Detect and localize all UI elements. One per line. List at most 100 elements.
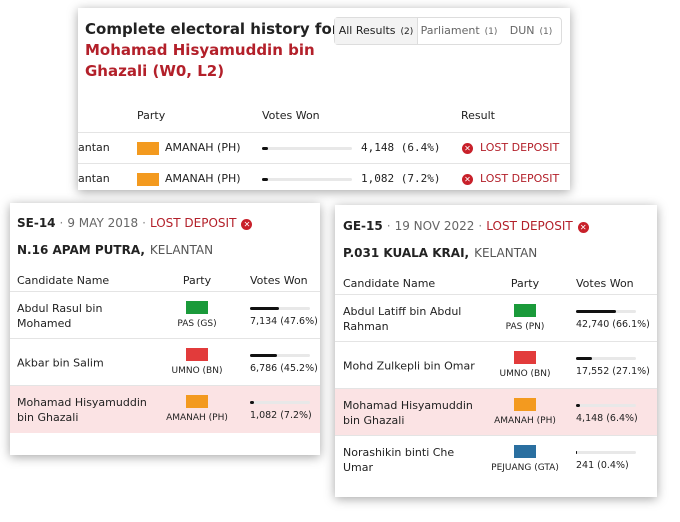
contest-card: SE-14 · 9 MAY 2018 · LOST DEPOSIT ✕ N.16 APAM … — [10, 203, 320, 455]
contest-header: SE-14 · 9 MAY 2018 · LOST DEPOSIT ✕ — [17, 216, 253, 230]
vote-bar — [250, 354, 278, 357]
candidate: Abdul Rasul bin Mohamed — [17, 301, 103, 330]
candidate: Norashikin binti Che Umar — [343, 445, 455, 474]
votes: 241 (0.4%) — [576, 460, 629, 471]
party: AMANAH (PH) — [165, 172, 241, 185]
column-header: Candidate Name — [343, 277, 436, 290]
candidate-row: Mohamad Hisyamuddin bin Ghazali AMANAH (P… — [335, 388, 657, 436]
election: GE-15 — [343, 219, 383, 233]
result: LOST DEPOSIT — [480, 172, 560, 185]
row-divider — [78, 163, 570, 164]
lost-icon: ✕ — [462, 174, 473, 185]
tab-label: Parliament — [420, 24, 480, 37]
seat: antan — [78, 172, 110, 185]
column-header: Party — [137, 109, 166, 122]
tab-label: All Results — [338, 24, 396, 37]
vote-bar-track — [576, 310, 636, 313]
party: UMNO (BN) — [171, 366, 223, 376]
separator: · — [59, 216, 64, 230]
contest-card: GE-15 · 19 NOV 2022 · LOST DEPOSIT ✕ P.031 KUA… — [335, 205, 657, 497]
candidate: Akbar bin Salim — [17, 356, 104, 369]
candidate-name: Mohamad Hisyamuddin bin Ghazali (W0, L2) — [85, 41, 315, 80]
votes: 1,082 (7.2%) — [361, 172, 441, 185]
column-header: Result — [461, 109, 495, 122]
party-flag — [186, 395, 208, 408]
votes: 4,148 (6.4%) — [576, 413, 638, 424]
candidate-row: Abdul Rasul bin Mohamed PAS (GS) 7,134 (47… — [10, 291, 320, 339]
separator: · — [142, 216, 146, 230]
vote-bar-track — [250, 307, 310, 310]
candidate-row: Akbar bin Salim UMNO (BN) 6,786 (45.2%) — [10, 338, 320, 386]
vote-bar-track — [576, 451, 636, 454]
votes: 7,134 (47.6%) — [250, 316, 318, 327]
tab-count: (2) — [400, 27, 414, 37]
history-card: Complete electoral history for Mohamad H… — [78, 8, 570, 190]
column-header: Party — [510, 277, 540, 290]
party-flag — [186, 348, 208, 361]
votes: 42,740 (66.1%) — [576, 319, 650, 330]
location: N.16 APAM PUTRA, KELANTAN — [17, 243, 213, 257]
election: SE-14 — [17, 216, 56, 230]
party: PEJUANG (GTA) — [491, 463, 559, 473]
vote-bar — [576, 357, 593, 360]
votes: 17,552 (27.1%) — [576, 366, 650, 377]
separator: · — [386, 219, 391, 233]
votes: 1,082 (7.2%) — [250, 410, 312, 421]
party: PAS (GS) — [177, 319, 217, 329]
tab[interactable]: All Results (2) — [335, 18, 418, 44]
vote-bar-track — [250, 354, 310, 357]
vote-bar — [576, 404, 580, 407]
tab[interactable]: Parliament (1) — [417, 18, 501, 44]
date: 19 NOV 2022 — [394, 219, 475, 233]
party-flag — [137, 173, 159, 186]
column-header: Votes Won — [262, 109, 320, 122]
vote-bar-track — [576, 404, 636, 407]
vote-bar-track — [250, 401, 310, 404]
vote-bar — [250, 401, 255, 404]
location: P.031 KUALA KRAI, KELANTAN — [343, 246, 537, 260]
party: PAS (PN) — [505, 322, 545, 332]
column-header: Candidate Name — [17, 274, 110, 287]
lost-icon: ✕ — [462, 143, 473, 154]
column-header: Votes Won — [250, 274, 308, 287]
column-header: Votes Won — [576, 277, 634, 290]
vote-bar — [262, 178, 269, 181]
vote-bar-track — [262, 178, 352, 181]
party-flag — [137, 142, 159, 155]
party-flag — [514, 398, 536, 411]
candidate-row: Mohamad Hisyamuddin bin Ghazali AMANAH (P… — [10, 385, 320, 433]
candidate-row: Abdul Latiff bin Abdul Rahman PAS (PN) 42,… — [335, 294, 657, 342]
tab-count: (1) — [484, 27, 498, 37]
separator: · — [478, 219, 483, 233]
state: KELANTAN — [149, 243, 214, 257]
tabs: All Results (2) Parliament (1) DUN (1) — [334, 17, 562, 45]
party: AMANAH (PH) — [166, 413, 228, 423]
lost-icon: ✕ — [577, 222, 589, 233]
party: AMANAH (PH) — [494, 416, 556, 426]
seat: P.031 KUALA KRAI, — [343, 246, 470, 260]
result: LOST DEPOSIT — [480, 141, 560, 154]
lost-icon: ✕ — [241, 219, 253, 230]
seat: N.16 APAM PUTRA, — [17, 243, 145, 257]
tab-count: (1) — [539, 27, 553, 37]
party-flag — [514, 445, 536, 458]
party: AMANAH (PH) — [165, 141, 241, 154]
row-divider — [78, 132, 570, 133]
title: Complete electoral history for — [85, 20, 340, 38]
vote-bar — [576, 310, 616, 313]
seat: antan — [78, 141, 110, 154]
vote-bar-track — [262, 147, 352, 150]
vote-bar — [250, 307, 279, 310]
contest-header: GE-15 · 19 NOV 2022 · LOST DEPOSIT ✕ — [343, 219, 589, 233]
candidate: Mohamad Hisyamuddin bin Ghazali — [343, 398, 473, 427]
votes: 6,786 (45.2%) — [250, 363, 318, 374]
state: KELANTAN — [474, 246, 538, 260]
candidate-row: Mohd Zulkepli bin Omar UMNO (BN) 17,552 (2… — [335, 341, 657, 389]
party-flag — [186, 301, 208, 314]
vote-bar-track — [576, 357, 636, 360]
party-flag — [514, 351, 536, 364]
candidate: Mohamad Hisyamuddin bin Ghazali — [17, 395, 147, 424]
tab[interactable]: DUN (1) — [501, 18, 561, 44]
party: UMNO (BN) — [499, 369, 551, 379]
